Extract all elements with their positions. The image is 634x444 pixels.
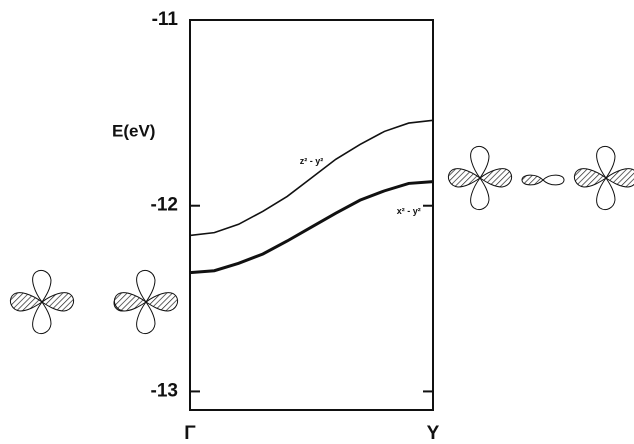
y-tick-label: -12 [151, 195, 178, 216]
y-tick-label: -13 [151, 380, 178, 401]
band-curve [189, 180, 434, 275]
plot-frame [189, 19, 434, 411]
band-curve [189, 119, 434, 237]
orbital-drawing-left [9, 269, 179, 335]
x-tick-label: Y [427, 423, 440, 444]
band-label: z² - y² [300, 156, 324, 166]
orbital-drawing-right [447, 145, 634, 211]
band-label: x² - y² [397, 206, 421, 216]
y-tick-label: -11 [152, 9, 179, 30]
x-tick-label: Γ [184, 423, 196, 444]
y-axis-label: E(eV) [112, 121, 155, 140]
